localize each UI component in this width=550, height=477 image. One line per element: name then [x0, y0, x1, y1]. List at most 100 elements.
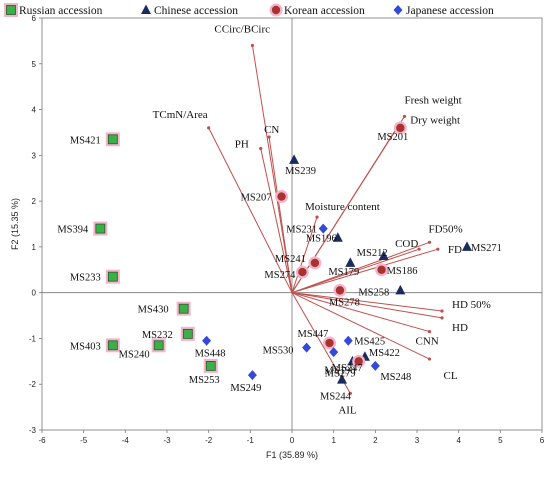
vector-tip	[436, 247, 440, 251]
square-point	[107, 134, 118, 145]
point-label: MS248	[380, 372, 411, 383]
vector-tip	[427, 357, 432, 361]
point-label: MS430	[138, 305, 169, 316]
loading-vector	[291, 292, 351, 394]
point-label: MS207	[241, 193, 272, 204]
vector-tip	[259, 146, 263, 151]
vector-label: CCirc/BCirc	[214, 23, 270, 35]
x-tick-label: -2	[205, 436, 213, 445]
vector-tip	[267, 135, 271, 139]
square-point	[205, 361, 216, 371]
circle-point	[354, 357, 363, 366]
point-label: MS425	[354, 337, 385, 348]
square-point	[107, 340, 118, 351]
point-label: MS249	[230, 383, 261, 394]
loading-vector	[291, 292, 443, 312]
y-tick-label: -3	[29, 426, 37, 435]
point-label: MS422	[369, 348, 400, 359]
legend-label: Russian accession	[19, 5, 103, 17]
vector-label: FD	[448, 244, 462, 256]
vector-label: CL	[444, 370, 458, 382]
vector-label: Moisture content	[305, 201, 380, 213]
circle-point	[325, 338, 334, 348]
x-tick-label: 6	[540, 436, 545, 445]
point-label: MS196	[306, 234, 337, 245]
y-tick-label: 2	[32, 197, 37, 206]
vector-label: Dry weight	[410, 115, 460, 127]
vector-tip	[315, 215, 319, 219]
square-point	[95, 223, 106, 234]
diamond-point	[318, 223, 328, 234]
y-tick-label: 5	[32, 60, 37, 69]
loading-vector	[291, 216, 318, 293]
triangle-point	[332, 232, 343, 242]
x-tick-label: 3	[415, 436, 420, 445]
point-label: MS201	[377, 132, 408, 143]
legend-diamond-marker	[393, 5, 403, 15]
point-label: MS274	[264, 270, 296, 281]
circle-point	[377, 265, 386, 274]
point-label: MS239	[285, 166, 316, 177]
x-tick-label: 5	[498, 436, 503, 445]
diamond-point	[329, 347, 339, 358]
vector-tip	[348, 391, 352, 395]
point-label: MS186	[387, 266, 418, 277]
point-label: MS448	[195, 349, 226, 360]
x-tick-label: 4	[456, 436, 461, 445]
x-tick-label: -4	[122, 436, 130, 445]
triangle-point	[462, 241, 472, 251]
diamond-point	[247, 370, 257, 381]
x-tick-label: 1	[331, 436, 336, 445]
legend-label: Korean accession	[284, 5, 365, 17]
x-tick-label: -6	[38, 436, 46, 445]
point-label: MS278	[329, 297, 360, 308]
vector-tip	[427, 240, 432, 244]
vector-label: COD	[395, 238, 418, 250]
y-tick-label: 3	[32, 151, 37, 160]
loading-vector	[291, 248, 438, 294]
vector-tip	[427, 329, 432, 334]
circle-point	[310, 258, 320, 268]
vector-label: Fresh weight	[405, 94, 462, 106]
vector-tip	[440, 309, 444, 313]
loading-vector	[260, 148, 293, 293]
legend-triangle-marker	[141, 4, 151, 14]
circle-point	[298, 267, 307, 277]
legend-label: Chinese accession	[154, 5, 238, 17]
point-label: MS240	[119, 349, 150, 360]
diamond-point	[202, 335, 212, 346]
point-label: MS190	[324, 365, 355, 376]
loading-vector	[291, 241, 430, 294]
point-label: MS231	[286, 225, 317, 236]
triangle-point	[337, 374, 347, 384]
x-tick-label: -1	[247, 436, 255, 445]
point-label: MS421	[70, 135, 101, 146]
circle-point	[335, 286, 345, 295]
legend-square-marker	[6, 5, 16, 15]
diamond-point	[343, 335, 353, 346]
point-label: MS179	[328, 267, 359, 278]
square-point	[182, 328, 193, 339]
vector-tip	[207, 126, 211, 130]
loading-vector	[251, 45, 293, 293]
y-tick-label: 0	[32, 289, 37, 298]
point-label: MS279	[325, 368, 356, 379]
point-label: MS394	[57, 225, 89, 236]
point-label: MS253	[189, 375, 220, 386]
loading-vector	[268, 136, 293, 293]
point-label: MS447	[298, 329, 329, 340]
legend-circle-marker	[271, 5, 281, 15]
loading-vector	[291, 248, 420, 294]
point-label: MS403	[70, 341, 101, 352]
vector-label: CNN	[416, 336, 439, 348]
triangle-point	[289, 154, 300, 164]
loading-vector	[208, 127, 293, 293]
x-tick-label: 2	[373, 436, 378, 445]
circle-point	[396, 123, 405, 133]
vector-label: CN	[264, 124, 279, 136]
square-point	[153, 340, 164, 351]
vector-label: FD50%	[429, 223, 463, 235]
x-tick-label: 0	[290, 436, 295, 445]
triangle-point	[378, 250, 389, 261]
